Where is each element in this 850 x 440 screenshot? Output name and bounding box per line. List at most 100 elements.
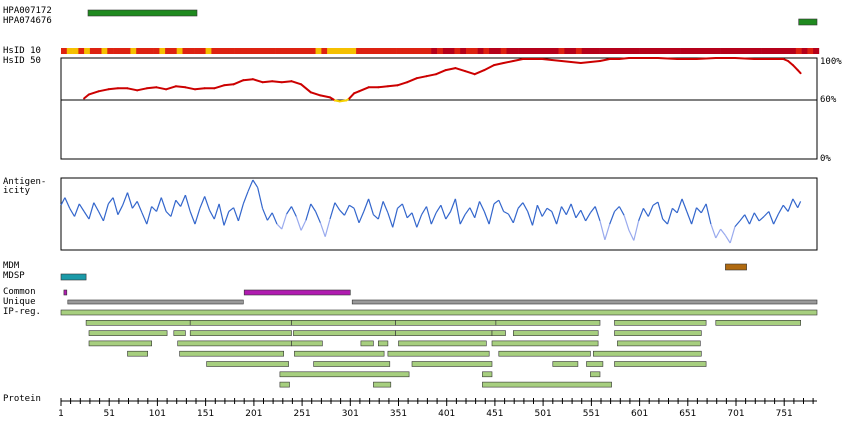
antigenicity-segment xyxy=(324,218,331,237)
hsid10-segment xyxy=(813,48,820,54)
ip-region-bar xyxy=(617,340,701,347)
antigenicity-segment xyxy=(213,203,220,220)
mdm-label: MDM xyxy=(3,261,20,271)
antigenicity-segment xyxy=(633,220,640,241)
identity-curve-segment xyxy=(251,78,264,84)
hsid10-segment xyxy=(518,48,525,54)
antigenicity-segment xyxy=(517,202,524,209)
antigenicity-segment xyxy=(488,203,495,225)
hsid10-segment xyxy=(703,48,710,54)
antigenicity-segment xyxy=(546,207,553,212)
hsid10-segment xyxy=(581,48,588,54)
identity-curve-segment xyxy=(796,69,802,75)
antigenicity-segment xyxy=(348,204,355,209)
position-axis: 1 51 101 151 201 251 301 351 401 451 501 551 601 651 7… xyxy=(58,398,817,419)
ip-region-bar xyxy=(398,340,487,347)
hsid10-segment xyxy=(668,48,675,54)
identity-curve-segment xyxy=(126,87,139,92)
identity-curve-segment xyxy=(290,80,303,86)
axis-tick-label: 551 xyxy=(583,409,600,419)
antigenicity-segment xyxy=(368,198,374,215)
unique-label: Unique xyxy=(3,297,36,307)
ip-region-bar xyxy=(395,330,493,336)
hsid10-segment xyxy=(165,48,172,54)
antigenicity-segment xyxy=(787,198,794,212)
antigenicity-segment xyxy=(170,200,177,217)
antigenicity-segment xyxy=(503,210,509,215)
hsid10-segment xyxy=(251,48,258,54)
identity-curve-segment xyxy=(242,78,254,82)
antigenicity-segment xyxy=(604,223,611,240)
antigenicity-segment xyxy=(599,220,606,240)
hsid10-segment xyxy=(223,48,230,54)
antigenicity-segment xyxy=(425,206,432,225)
hsid10-segment xyxy=(402,48,409,54)
antigenicity-segment xyxy=(208,209,215,220)
antigenicity-segment xyxy=(498,199,505,212)
antigenicity-segment xyxy=(155,197,162,212)
hsid10-segment xyxy=(720,48,727,54)
antigenicity-segment xyxy=(614,206,620,212)
common-bar xyxy=(63,289,68,296)
ip-region-bar xyxy=(291,340,323,347)
identity-curve-segment xyxy=(695,57,717,60)
hsid10-segment xyxy=(234,48,241,54)
hsid10-segment xyxy=(622,48,629,54)
antigenicity-segment xyxy=(112,197,119,215)
hsid10-segment xyxy=(483,48,490,54)
antigenicity-segment xyxy=(416,214,423,228)
antigenicity-segment xyxy=(281,213,288,230)
antigenicity-segment xyxy=(556,206,563,225)
antigenicity-segment xyxy=(681,198,688,212)
antigenicity-segment xyxy=(676,198,683,213)
antigenicity-segment xyxy=(233,207,239,222)
antigenicity-segment xyxy=(686,211,693,225)
hsid10-segment xyxy=(66,48,73,54)
antigenicity-panel xyxy=(60,177,818,251)
antigenicity-segment xyxy=(560,206,567,216)
ip-region-bar xyxy=(512,330,599,336)
antigenicity-segment xyxy=(223,211,230,226)
antigenicity-segment xyxy=(531,205,538,226)
antigenicity-segment xyxy=(392,208,399,228)
identity-curve-segment xyxy=(483,64,495,72)
identity-curve-segment xyxy=(184,86,196,91)
antigenicity-segment xyxy=(107,197,114,205)
hsid10-segment xyxy=(489,48,496,54)
identity-curve-segment xyxy=(464,70,476,76)
identity-curve-segment xyxy=(618,57,630,60)
hsid10-segment xyxy=(616,48,623,54)
hsid10-segment xyxy=(194,48,201,54)
identity-curve-segment xyxy=(415,75,428,80)
hsid10-segment xyxy=(494,48,501,54)
mdsp-bar xyxy=(60,273,87,281)
hsid10-segment xyxy=(743,48,750,54)
hsid10-segment xyxy=(304,48,311,54)
ip-region-bar xyxy=(491,340,599,347)
identity-curve-segment xyxy=(194,87,206,91)
antigenicity-curve xyxy=(60,179,802,244)
antigenicity-segment xyxy=(483,211,490,225)
identity-curve-segment xyxy=(435,69,447,76)
hsid10-segment xyxy=(772,48,779,54)
antigenicity-segment xyxy=(642,207,649,217)
hsid10-segment xyxy=(755,48,762,54)
antigenicity-segment xyxy=(739,214,746,222)
antigenicity-segment xyxy=(286,206,293,215)
antibody-track xyxy=(87,9,818,26)
antigenicity-segment xyxy=(570,203,577,218)
mdm-bar xyxy=(725,263,747,271)
axis-tick-label: 651 xyxy=(679,409,696,419)
ip-region-bar xyxy=(387,350,490,357)
hsid10-segment xyxy=(726,48,733,54)
ip-region-bar xyxy=(614,361,707,367)
hsid10-segment xyxy=(205,48,212,54)
hsid10-segment xyxy=(356,48,363,54)
ip-region-bar xyxy=(715,319,801,326)
antigenicity-segment xyxy=(609,211,616,225)
antigenicity-segment xyxy=(175,199,182,207)
antigenicity-segment xyxy=(623,215,630,231)
antigenicity-segment xyxy=(372,214,379,220)
antigenicity-segment xyxy=(700,203,707,214)
hsid10-segment xyxy=(217,48,224,54)
